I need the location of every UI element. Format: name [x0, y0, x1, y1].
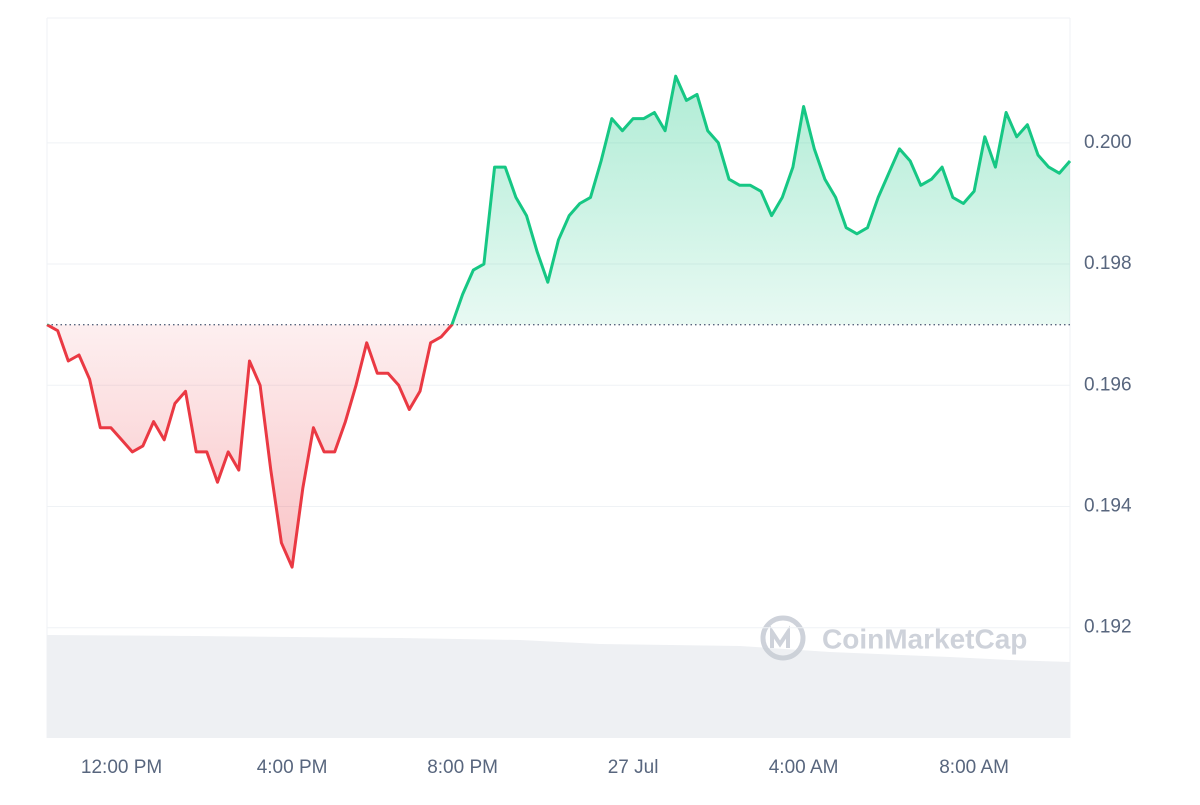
watermark-text: CoinMarketCap — [822, 623, 1027, 654]
price-line — [46, 74, 1072, 569]
x-tick-label: 4:00 AM — [769, 757, 839, 778]
price-area — [47, 76, 1070, 568]
x-tick-label: 8:00 AM — [939, 757, 1009, 778]
volume-area — [47, 635, 1070, 738]
x-tick-label: 8:00 PM — [427, 757, 498, 778]
x-tick-label: 12:00 PM — [81, 757, 162, 778]
y-tick-label: 0.200 — [1084, 132, 1132, 153]
plot: 0.192 0.194 0.196 0.198 0.200 12:00 PM 4:00 PM… — [46, 74, 1132, 778]
y-tick-label: 0.198 — [1084, 253, 1132, 274]
x-tick-label: 27 Jul — [608, 757, 659, 778]
watermark-logo — [760, 615, 806, 661]
y-tick-label: 0.192 — [1084, 617, 1132, 638]
watermark: CoinMarketCap — [760, 615, 1027, 661]
y-tick-label: 0.194 — [1084, 496, 1132, 517]
y-tick-label: 0.196 — [1084, 374, 1132, 395]
watermark-logo — [770, 625, 790, 648]
x-tick-label: 4:00 PM — [257, 757, 328, 778]
